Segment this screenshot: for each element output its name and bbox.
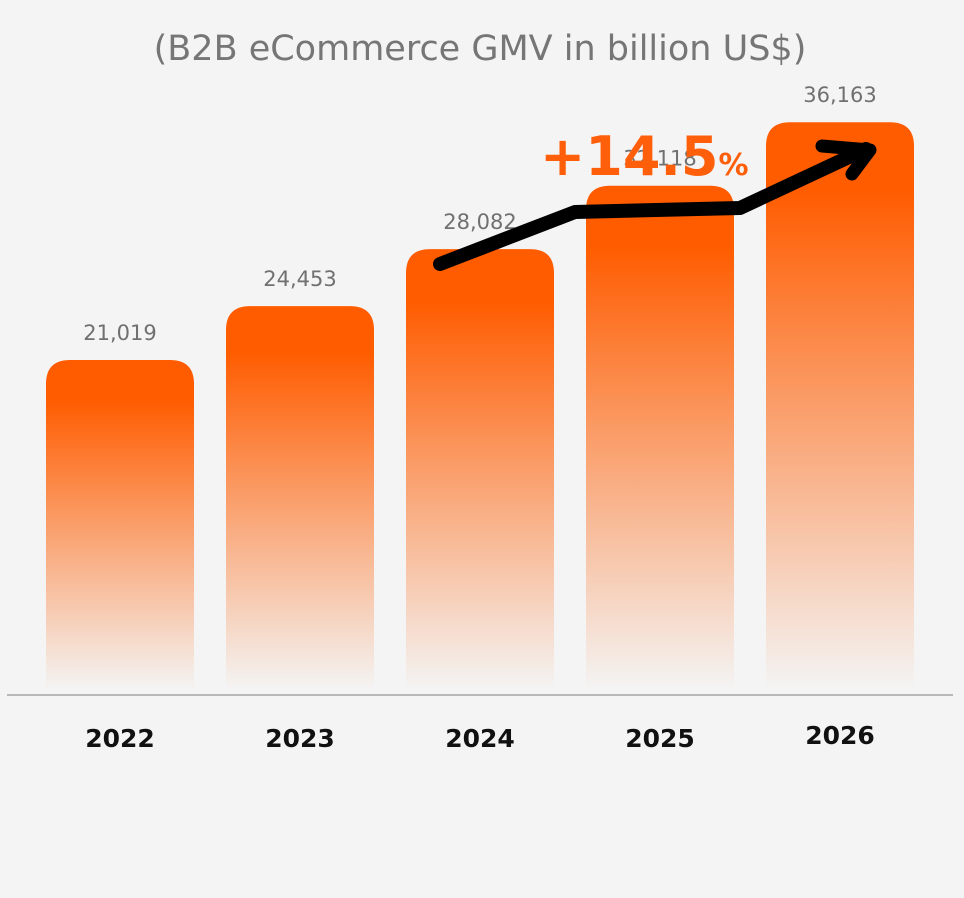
value-label-2023: 24,453 [263,267,336,291]
value-labels-group: 21,019 24,453 28,082 32,118 36,163 [83,83,876,345]
year-label-2025: 2025 [625,724,695,753]
year-labels-group: 2022 2023 2024 2025 2026 [85,721,875,753]
growth-unit: % [718,148,748,183]
bar-2024 [406,249,554,690]
growth-annotation: +14.5% [540,125,749,188]
bar-2025 [586,185,734,690]
year-label-2022: 2022 [85,724,155,753]
year-label-2023: 2023 [265,724,335,753]
bar-2022 [46,360,194,690]
value-label-2024: 28,082 [443,210,516,234]
growth-arrow-icon [433,142,873,271]
growth-value: +14.5 [540,125,718,188]
year-label-2026: 2026 [805,721,875,750]
chart-title: (B2B eCommerce GMV in billion US$) [154,29,807,69]
value-label-2025: 32,118 [623,147,696,171]
bar-2023 [226,306,374,690]
arrowhead-icon [815,139,877,181]
value-label-2026: 36,163 [803,83,876,107]
value-label-2022: 21,019 [83,321,156,345]
bar-2026 [766,122,914,690]
bars-group [46,122,914,690]
year-label-2024: 2024 [445,724,515,753]
